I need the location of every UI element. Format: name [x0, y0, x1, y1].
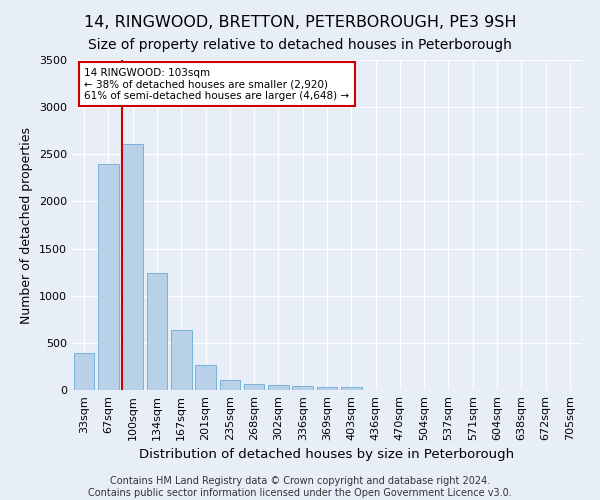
Text: 14, RINGWOOD, BRETTON, PETERBOROUGH, PE3 9SH: 14, RINGWOOD, BRETTON, PETERBOROUGH, PE3…: [84, 15, 516, 30]
Bar: [292, 386, 313, 390]
X-axis label: Distribution of detached houses by size in Peterborough: Distribution of detached houses by size …: [139, 448, 515, 461]
Y-axis label: Number of detached properties: Number of detached properties: [20, 126, 34, 324]
Bar: [268, 385, 289, 390]
Bar: [317, 386, 337, 390]
Bar: [146, 273, 167, 390]
Bar: [122, 144, 143, 390]
Bar: [171, 330, 191, 390]
Bar: [341, 387, 362, 390]
Bar: [195, 366, 216, 390]
Text: Contains HM Land Registry data © Crown copyright and database right 2024.
Contai: Contains HM Land Registry data © Crown c…: [88, 476, 512, 498]
Text: Size of property relative to detached houses in Peterborough: Size of property relative to detached ho…: [88, 38, 512, 52]
Bar: [244, 384, 265, 390]
Bar: [74, 353, 94, 390]
Text: 14 RINGWOOD: 103sqm
← 38% of detached houses are smaller (2,920)
61% of semi-det: 14 RINGWOOD: 103sqm ← 38% of detached ho…: [85, 68, 350, 100]
Bar: [220, 380, 240, 390]
Bar: [98, 164, 119, 390]
